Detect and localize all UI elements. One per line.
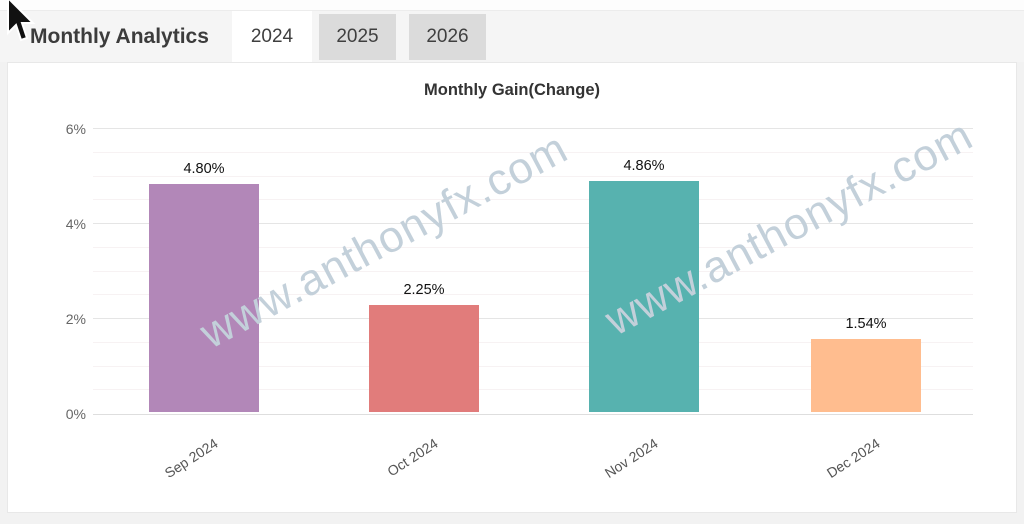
- y-axis-tick: 2%: [65, 311, 86, 327]
- minor-gridline: [93, 389, 973, 391]
- x-axis-line: [93, 414, 973, 415]
- minor-gridline: [93, 270, 973, 272]
- bar-dec-2024[interactable]: [811, 339, 921, 412]
- minor-gridline: [93, 341, 973, 343]
- tab-2024[interactable]: 2024: [232, 11, 312, 62]
- bar-oct-2024[interactable]: [369, 305, 479, 412]
- chart-title: Monthly Gain(Change): [424, 81, 600, 99]
- x-axis-label: Sep 2024: [161, 435, 221, 482]
- x-axis-label: Nov 2024: [601, 435, 661, 482]
- y-axis-tick: 4%: [65, 216, 86, 232]
- page-title: Monthly Analytics: [30, 25, 209, 48]
- header: Monthly Analytics 2024 2025 2026: [0, 11, 1024, 62]
- bar-value-label: 2.25%: [403, 282, 445, 298]
- x-axis-label: Dec 2024: [823, 435, 883, 482]
- top-strip: [0, 0, 1024, 11]
- minor-gridline: [93, 175, 973, 177]
- tab-2026[interactable]: 2026: [409, 14, 486, 60]
- bar-value-label: 4.86%: [623, 158, 665, 174]
- major-gridline: [93, 128, 973, 129]
- minor-gridline: [93, 365, 973, 367]
- bar-value-label: 1.54%: [845, 316, 887, 332]
- minor-gridline: [93, 151, 973, 153]
- plot-area: [93, 128, 973, 414]
- y-axis-tick: 6%: [65, 121, 86, 137]
- y-axis-tick: 0%: [65, 406, 86, 422]
- bar-nov-2024[interactable]: [589, 181, 699, 412]
- minor-gridline: [93, 294, 973, 296]
- x-axis-label: Oct 2024: [384, 435, 441, 480]
- bar-sep-2024[interactable]: [149, 184, 259, 412]
- year-tabs: 2024 2025 2026: [232, 11, 486, 62]
- mouse-cursor-icon: [7, 0, 36, 42]
- major-gridline: [93, 318, 973, 319]
- chart-card: Monthly Gain(Change) 6% 4% 2% 0% 4.80% 2…: [7, 62, 1017, 513]
- major-gridline: [93, 223, 973, 224]
- minor-gridline: [93, 246, 973, 248]
- tab-2025[interactable]: 2025: [319, 14, 396, 60]
- minor-gridline: [93, 199, 973, 201]
- bar-value-label: 4.80%: [183, 161, 225, 177]
